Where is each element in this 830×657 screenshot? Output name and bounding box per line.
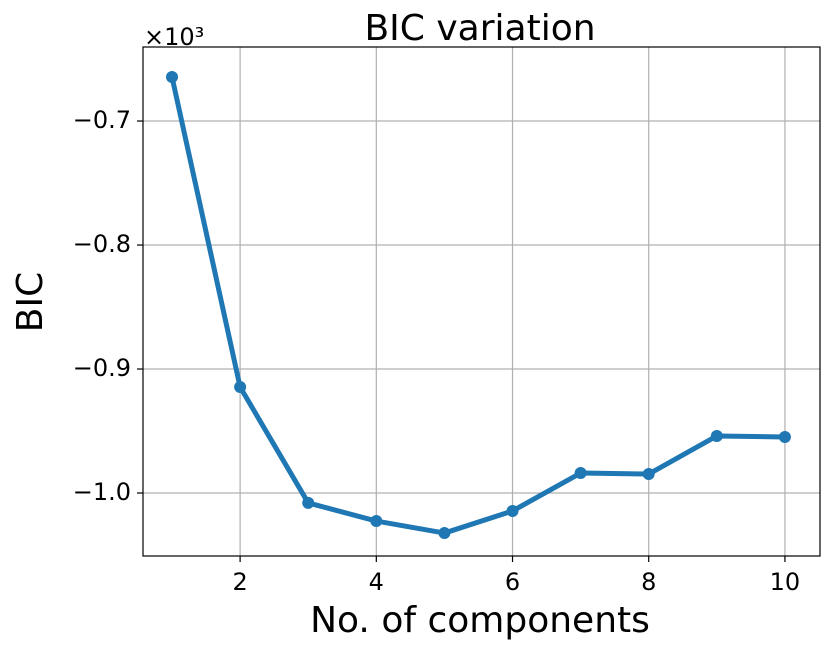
x-axis-label: No. of components: [310, 600, 650, 641]
x-tick-label: 8: [641, 568, 656, 596]
chart-title: BIC variation: [364, 8, 595, 49]
x-tick-label: 4: [369, 568, 384, 596]
x-tick-label: 10: [770, 568, 801, 596]
data-point: [234, 380, 247, 393]
data-point: [438, 527, 451, 540]
y-axis-label: BIC: [10, 272, 51, 332]
plot-frame: [142, 46, 821, 557]
data-point: [370, 515, 383, 528]
y-tick-label: −1.0: [73, 478, 131, 506]
data-point: [778, 430, 791, 443]
data-point: [574, 467, 587, 480]
y-tick-label: −0.8: [73, 230, 131, 258]
x-tick-label: 6: [505, 568, 520, 596]
data-point: [710, 429, 723, 442]
y-tick-label: −0.9: [73, 354, 131, 382]
data-point: [302, 496, 315, 509]
data-point: [166, 71, 179, 84]
x-tick-label: 2: [232, 568, 247, 596]
y-offset-label: ×10³: [144, 23, 204, 51]
data-point: [642, 468, 655, 481]
y-tick-label: −0.7: [73, 106, 131, 134]
data-point: [506, 504, 519, 517]
data-line: [169, 76, 785, 536]
